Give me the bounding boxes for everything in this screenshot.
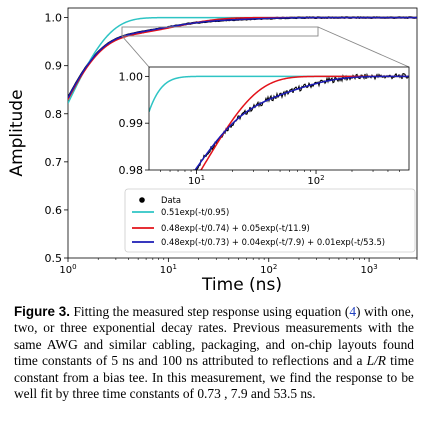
zoom-region-box (121, 26, 319, 37)
inset-background (149, 67, 409, 170)
legend-box (124, 188, 416, 253)
step-response-figure: 0.5 0.6 0.7 0.8 0.9 1.0 100 101 102 103 0.98 0.99 1… (7, 7, 418, 295)
inset-y-tick-label: 1.00 (119, 70, 144, 83)
caption-text-1: Fitting the measured step response using… (69, 304, 350, 319)
y-tick-label: 0.5 (45, 252, 63, 265)
step-response-chart: 0.5 0.6 0.7 0.8 0.9 1.0 100 101 102 103 0.98 0.99 1… (7, 7, 418, 295)
inset-fit3-curve (194, 75, 409, 170)
x-tick-label: 101 (160, 263, 177, 276)
legend-fit3-label: 0.48exp(-t/0.73) + 0.04exp(-t/7.9) + 0.0… (161, 237, 385, 247)
y-tick-label: 0.8 (45, 108, 63, 121)
inset-x-tick-label: 102 (307, 174, 324, 187)
legend: Data 0.51exp(-t/0.95) 0.48exp(-t/0.74) +… (124, 188, 416, 253)
zoom-connector-left (121, 35, 150, 68)
caption-text-2: ) with one, two, or three exponential de… (14, 304, 414, 369)
legend-data-label: Data (161, 195, 181, 205)
x-tick-label: 103 (361, 263, 378, 276)
legend-data-marker (139, 197, 145, 203)
y-tick-label: 0.6 (45, 204, 63, 217)
inset-y-tick-label: 0.99 (119, 117, 144, 130)
inset-y-tick-label: 0.98 (119, 164, 144, 177)
inset-plot-frame (148, 66, 410, 171)
y-tick-label: 1.0 (45, 12, 63, 25)
main-fit3-curve (68, 16, 417, 99)
legend-fit1-label: 0.51exp(-t/0.95) (161, 207, 229, 217)
x-tick-label: 100 (59, 263, 76, 276)
inset-x-tick-label: 101 (188, 174, 205, 187)
x-tick-label: 102 (260, 263, 277, 276)
zoom-connector-right (317, 26, 410, 68)
y-tick-label: 0.9 (45, 60, 63, 73)
equation-reference-link[interactable]: 4 (349, 304, 357, 319)
y-axis-label: Amplitude (7, 89, 27, 176)
figure-caption: Figure 3. Fitting the measured step resp… (14, 304, 414, 402)
y-tick-label: 0.7 (45, 156, 63, 169)
caption-lead: Figure 3. (14, 304, 70, 319)
x-axis-label: Time (ns) (201, 275, 282, 295)
legend-fit2-label: 0.48exp(-t/0.74) + 0.05exp(-t/11.9) (161, 223, 310, 233)
main-plot-frame (67, 7, 418, 259)
caption-text-3: time constant from a bias tee. In this m… (14, 353, 414, 402)
caption-lr-symbol: L/R (366, 353, 386, 369)
